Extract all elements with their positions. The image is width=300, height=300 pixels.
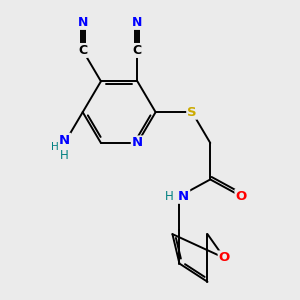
Text: H: H xyxy=(60,149,69,162)
Text: C: C xyxy=(133,44,142,57)
Text: N: N xyxy=(178,190,189,203)
Text: H: H xyxy=(51,142,58,152)
Text: S: S xyxy=(187,106,197,118)
Text: N: N xyxy=(132,136,143,149)
Text: C: C xyxy=(78,44,87,57)
Text: N: N xyxy=(132,16,142,29)
Text: N: N xyxy=(59,134,70,147)
Text: N: N xyxy=(77,16,88,29)
Text: H: H xyxy=(164,190,173,203)
Text: O: O xyxy=(236,190,247,203)
Text: O: O xyxy=(219,251,230,264)
